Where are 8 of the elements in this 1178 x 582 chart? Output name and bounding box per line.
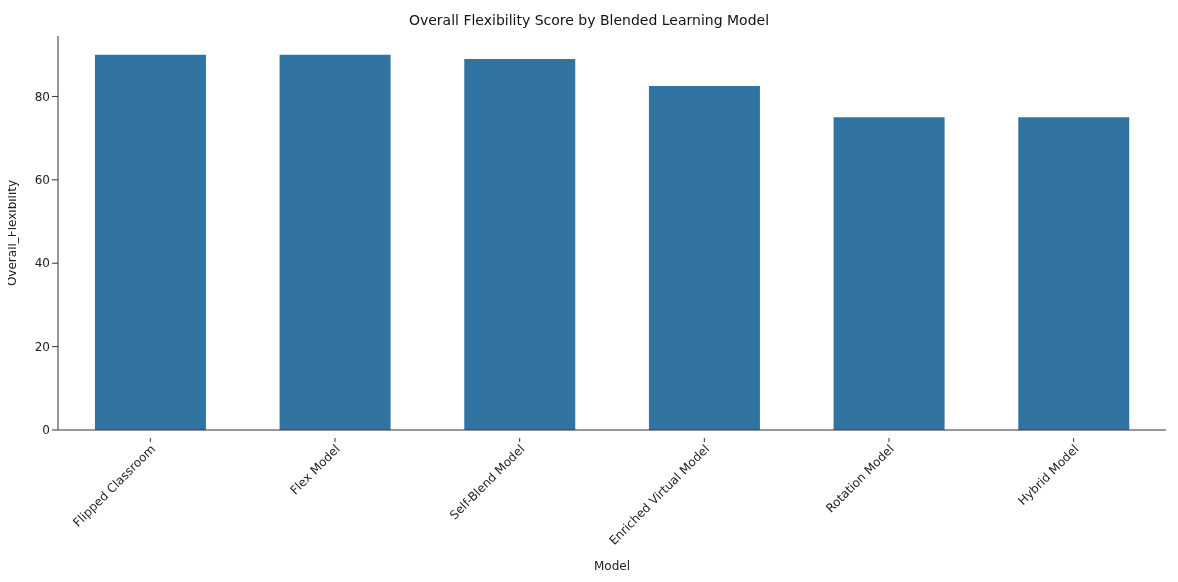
chart-title: Overall Flexibility Score by Blended Learning Model: [407, 11, 771, 30]
x-axis-title: Model: [593, 559, 631, 573]
y-tick-label: 20: [34, 339, 50, 354]
y-tick-label: 40: [34, 256, 50, 271]
y-axis-title: Overall_Flexibility: [5, 179, 20, 287]
y-tick-label: 60: [34, 173, 50, 188]
y-tick-label: 80: [34, 89, 50, 104]
y-tick-label: 0: [42, 423, 50, 438]
